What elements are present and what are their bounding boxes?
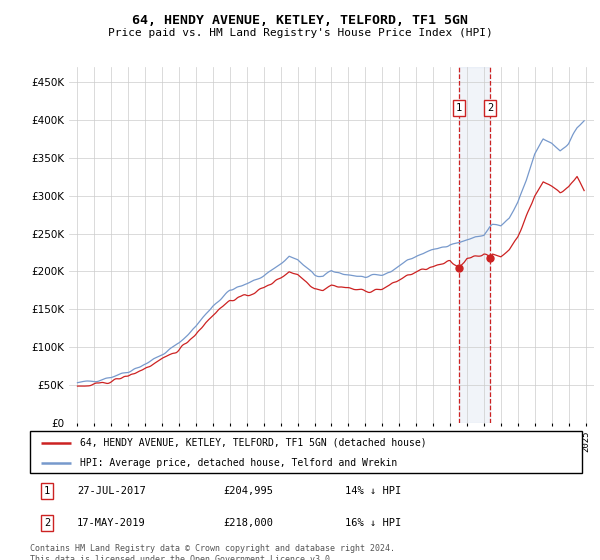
Text: 64, HENDY AVENUE, KETLEY, TELFORD, TF1 5GN (detached house): 64, HENDY AVENUE, KETLEY, TELFORD, TF1 5…: [80, 438, 427, 448]
Text: Contains HM Land Registry data © Crown copyright and database right 2024.
This d: Contains HM Land Registry data © Crown c…: [30, 544, 395, 560]
Text: £218,000: £218,000: [223, 518, 273, 528]
Text: 2: 2: [44, 518, 50, 528]
Text: Price paid vs. HM Land Registry's House Price Index (HPI): Price paid vs. HM Land Registry's House …: [107, 28, 493, 38]
Text: £204,995: £204,995: [223, 486, 273, 496]
Bar: [459, 67, 490, 423]
Text: HPI: Average price, detached house, Telford and Wrekin: HPI: Average price, detached house, Telf…: [80, 458, 397, 468]
Text: 1: 1: [44, 486, 50, 496]
Text: 14% ↓ HPI: 14% ↓ HPI: [344, 486, 401, 496]
Text: 17-MAY-2019: 17-MAY-2019: [77, 518, 146, 528]
Text: 16% ↓ HPI: 16% ↓ HPI: [344, 518, 401, 528]
Text: 64, HENDY AVENUE, KETLEY, TELFORD, TF1 5GN: 64, HENDY AVENUE, KETLEY, TELFORD, TF1 5…: [132, 14, 468, 27]
Text: 2: 2: [487, 103, 493, 113]
Text: 27-JUL-2017: 27-JUL-2017: [77, 486, 146, 496]
Text: 1: 1: [456, 103, 463, 113]
